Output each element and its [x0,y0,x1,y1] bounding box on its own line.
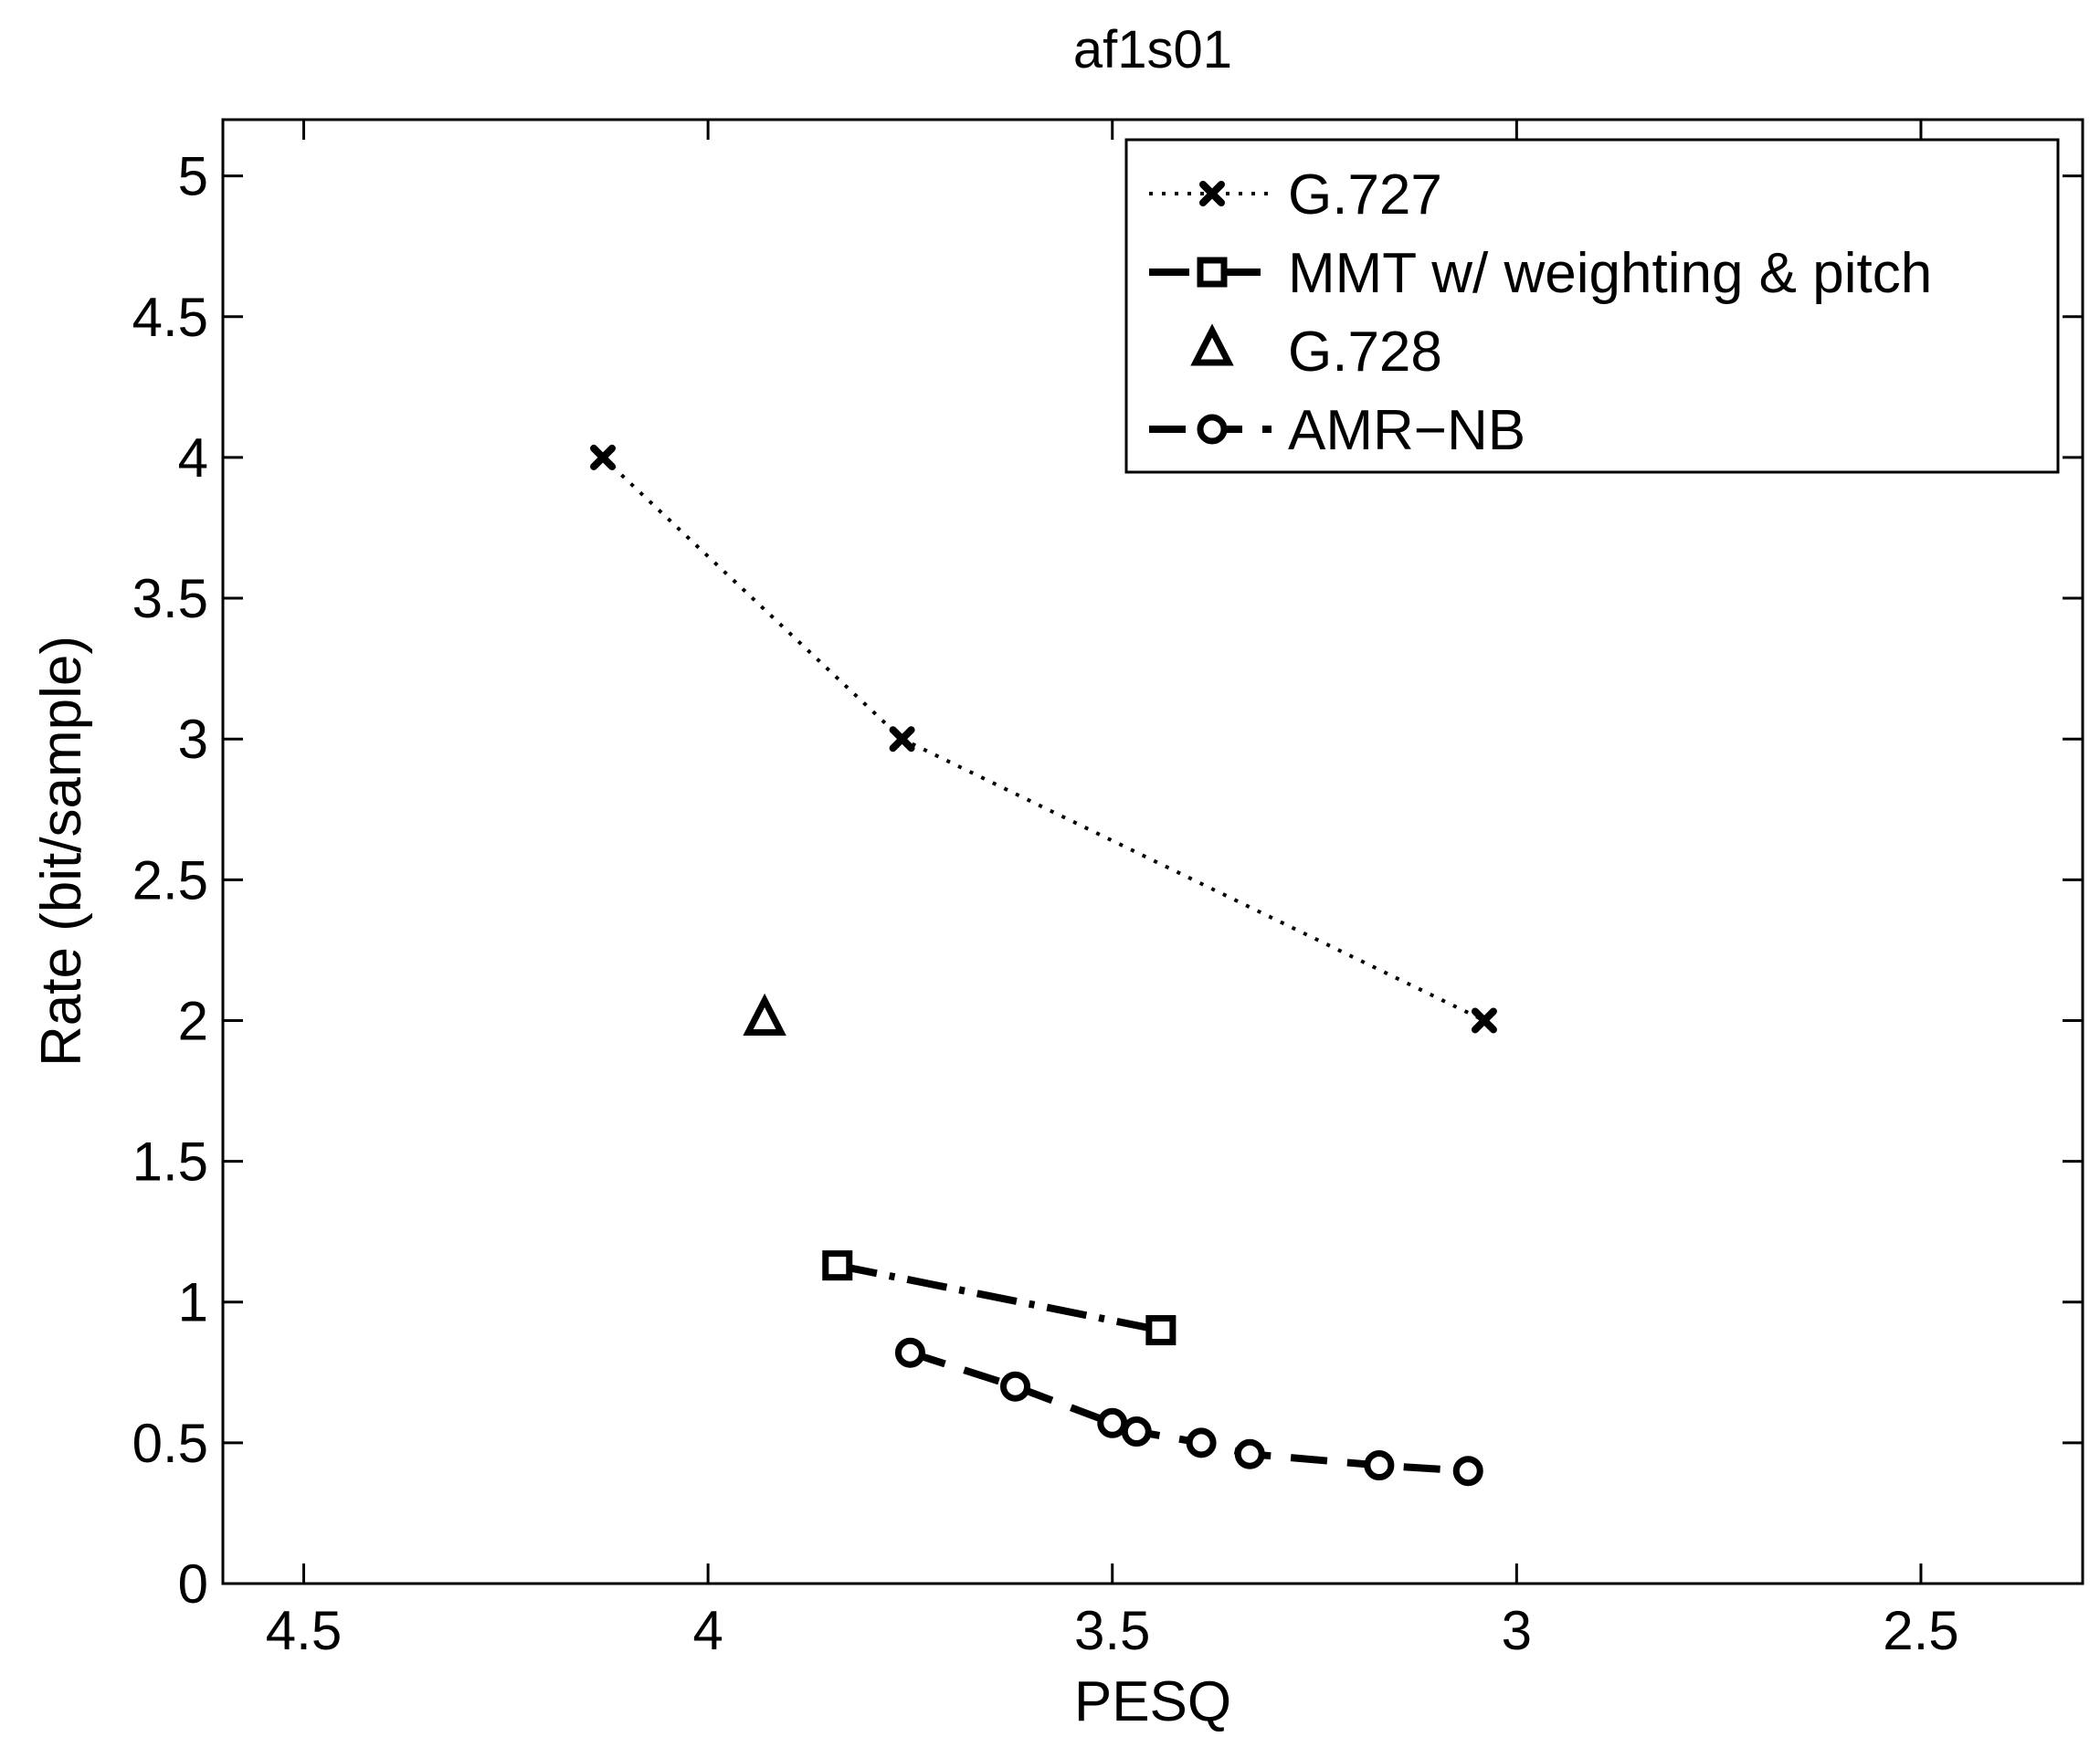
y-tick-label: 5 [178,146,208,207]
legend-label: G.728 [1288,321,1442,384]
legend-entry: MMT w/ weighting & pitch [1149,242,1932,305]
legend-label: AMR−NB [1288,399,1525,462]
x-axis: 4.5 4 3.5 3 2.5 [266,120,1959,1661]
y-axis-title: Rate (bit/sample) [30,636,93,1067]
series-line [601,456,1485,1023]
series-layer [590,444,1497,1487]
data-point [1186,1427,1217,1458]
series-line [909,1349,1469,1475]
plot-frame [221,118,2084,1585]
series-3 [894,1337,1483,1487]
y-tick-label: 3.5 [132,568,208,629]
y-tick-label: 3 [178,709,208,770]
series-1 [822,1250,1177,1346]
series-2 [743,993,786,1036]
data-point [1471,1007,1497,1034]
data-point [889,726,915,753]
chart-title: af1s01 [1073,20,1232,79]
x-tick-label: 4 [692,1600,723,1661]
data-point [590,444,617,470]
x-axis-title: PESQ [1074,1670,1231,1733]
legend: G.727 MMT w/ weighting & pitch G.728 AMR−NB [1124,138,2060,474]
data-point [822,1250,853,1281]
y-tick-label: 0.5 [132,1413,208,1474]
data-point [1452,1456,1483,1487]
x-tick-label: 4.5 [266,1600,342,1661]
series-0 [590,444,1497,1034]
data-point [1000,1371,1031,1402]
data-point [1234,1438,1265,1469]
data-point [1121,1416,1152,1448]
data-point [1364,1450,1395,1481]
legend-label: MMT w/ weighting & pitch [1288,242,1932,305]
y-tick-label: 2 [178,990,208,1051]
y-tick-label: 0 [178,1553,208,1615]
y-tick-label: 2.5 [132,849,208,911]
series-line [836,1261,1162,1334]
data-point [743,993,786,1036]
x-tick-label: 3.5 [1074,1600,1150,1661]
x-tick-label: 2.5 [1883,1600,1958,1661]
y-tick-label: 1 [178,1272,208,1333]
data-point [1097,1407,1128,1438]
y-tick-label: 1.5 [132,1132,208,1193]
x-tick-label: 3 [1502,1600,1532,1661]
legend-box [1124,138,2060,474]
legend-label: G.727 [1288,163,1442,226]
legend-entry: AMR−NB [1149,399,1525,462]
legend-entry: G.727 [1149,163,1442,226]
legend-entries: G.727 MMT w/ weighting & pitch G.728 AMR−NB [1149,163,1932,462]
data-point [894,1337,925,1368]
y-tick-label: 4 [178,427,208,489]
legend-marker [1197,257,1228,288]
legend-entry: G.728 [1190,321,1442,384]
y-tick-label: 4.5 [132,287,208,348]
legend-marker [1190,323,1234,366]
legend-marker [1197,414,1228,445]
legend-marker [1199,181,1225,206]
data-point [1145,1315,1177,1346]
y-axis: 0 0.5 1 1.5 2 2.5 3 3.5 4 4.5 5 [132,146,2083,1615]
